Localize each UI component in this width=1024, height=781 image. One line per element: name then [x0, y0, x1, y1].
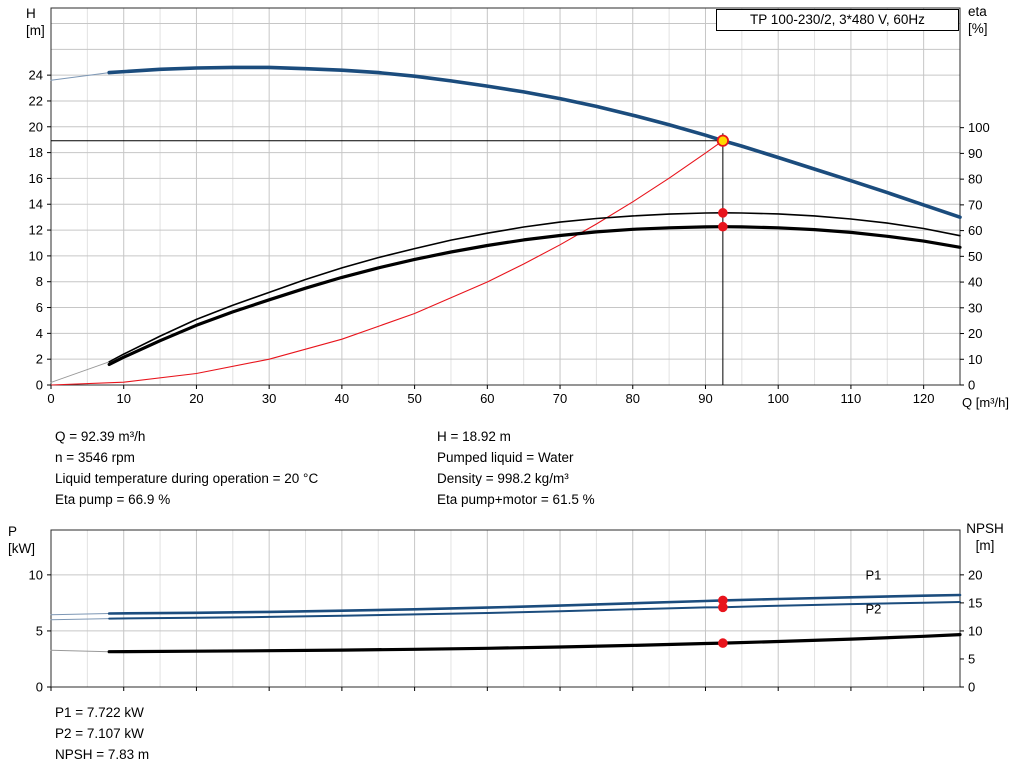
right-tick-label: 70	[968, 197, 982, 212]
series-head-curve	[107, 65, 962, 219]
result-p2: P2 = 7.107 kW	[55, 726, 144, 741]
left-tick-label: 6	[36, 300, 43, 315]
left-tick-label: 16	[29, 171, 43, 186]
left-tick-label: 22	[29, 93, 43, 108]
left-tick-label: 24	[29, 68, 43, 83]
p2-duty-dot	[718, 602, 728, 613]
right-tick-label: 20	[968, 567, 982, 582]
plot-border	[50, 7, 961, 386]
duty-point	[716, 134, 729, 147]
curve-label-P2: P2	[865, 602, 881, 617]
right-tick-label: 0	[968, 680, 975, 695]
x-tick-label: 120	[913, 391, 935, 406]
x-tick-label: 40	[335, 391, 349, 406]
left-tick-label: 20	[29, 119, 43, 134]
power-axis-label: P [kW]	[8, 524, 35, 556]
result-npsh: NPSH = 7.83 m	[55, 747, 150, 762]
left-tick-label: 10	[29, 248, 43, 263]
left-tick-label: 0	[36, 378, 43, 393]
left-tick-label: 10	[29, 567, 43, 582]
x-tick-label: 60	[480, 391, 494, 406]
x-tick-label: 90	[698, 391, 712, 406]
curve-label-P1: P1	[865, 567, 881, 582]
duty-info-right-column: H = 18.92 m Pumped liquid = Water Densit…	[437, 426, 595, 510]
right-tick-label: 80	[968, 172, 982, 187]
right-tick-label: 5	[968, 651, 975, 666]
x-tick-label: 110	[841, 391, 862, 406]
right-tick-label: 0	[968, 378, 975, 393]
left-tick-label: 14	[29, 197, 43, 212]
series-eta-pump-motor-curve	[107, 225, 962, 366]
left-tick-label: 12	[29, 223, 43, 238]
x-tick-label: 70	[553, 391, 567, 406]
x-tick-label: 0	[47, 391, 54, 406]
info-density: Density = 998.2 kg/m³	[437, 471, 569, 486]
chart-bottom: P1 P2 0 5 10 0 5 10 15 20	[29, 529, 982, 695]
right-tick-label: 50	[968, 249, 982, 264]
left-tick-label: 2	[36, 352, 43, 367]
series-head-curve-ext	[50, 72, 110, 81]
x-tick-label: 10	[116, 391, 130, 406]
info-liquid-temperature: Liquid temperature during operation = 20…	[55, 471, 319, 486]
series-p2-curve	[108, 601, 961, 620]
series-eta-pump-ext	[50, 361, 110, 383]
pump-title-box: TP 100-230/2, 3*480 V, 60Hz	[716, 9, 959, 31]
eta-pump-duty-dot	[718, 208, 728, 218]
series-p1-curve-ext	[50, 613, 110, 616]
chart-top: 0 10 20 30 40 50 60 70 80 90 100 110 120024681012141…	[29, 7, 990, 406]
right-tick-label: 15	[968, 595, 982, 610]
right-tick-label: 90	[968, 146, 982, 161]
npsh-duty-dot	[718, 638, 728, 648]
right-tick-label: 60	[968, 223, 982, 238]
x-tick-label: 50	[407, 391, 421, 406]
info-pumped-liquid: Pumped liquid = Water	[437, 450, 574, 465]
result-p1: P1 = 7.722 kW	[55, 705, 144, 720]
right-tick-label: 10	[968, 623, 982, 638]
plot-border	[50, 529, 961, 688]
left-tick-label: 0	[36, 680, 43, 695]
right-tick-label: 40	[968, 275, 982, 290]
duty-info-left-column: Q = 92.39 m³/h n = 3546 rpm Liquid tempe…	[55, 426, 318, 510]
x-tick-label: 100	[767, 391, 789, 406]
results-column: P1 = 7.722 kW P2 = 7.107 kW NPSH = 7.83 …	[55, 702, 149, 765]
x-tick-label: 20	[189, 391, 203, 406]
flow-axis-label: Q [m³/h]	[962, 395, 1009, 410]
info-flow: Q = 92.39 m³/h	[55, 429, 146, 444]
left-tick-label: 4	[36, 326, 43, 341]
right-tick-label: 10	[968, 352, 982, 367]
info-head: H = 18.92 m	[437, 429, 511, 444]
series-system-curve	[50, 140, 724, 386]
info-speed: n = 3546 rpm	[55, 450, 135, 465]
series-npsh-curve	[107, 632, 962, 654]
x-tick-label: 30	[262, 391, 276, 406]
right-tick-label: 30	[968, 300, 982, 315]
npsh-axis-label: NPSH [m]	[966, 521, 1004, 553]
eta-axis-label: eta [%]	[968, 4, 988, 36]
left-tick-label: 8	[36, 274, 43, 289]
eta-total-duty-dot	[718, 221, 728, 232]
series-eta-pump-curve	[108, 212, 961, 363]
info-eta-pump-motor: Eta pump+motor = 61.5 %	[437, 492, 595, 507]
right-tick-label: 20	[968, 326, 982, 341]
x-tick-label: 80	[626, 391, 640, 406]
right-tick-label: 100	[968, 120, 990, 135]
p1-duty-dot	[718, 595, 728, 606]
left-tick-label: 18	[29, 145, 43, 160]
info-eta-pump: Eta pump = 66.9 %	[55, 492, 171, 507]
series-npsh-curve-ext	[50, 649, 110, 653]
head-axis-label: H [m]	[26, 6, 45, 38]
series-p1-curve	[107, 593, 962, 615]
series-p2-curve-ext	[50, 618, 110, 621]
left-tick-label: 5	[36, 623, 43, 638]
